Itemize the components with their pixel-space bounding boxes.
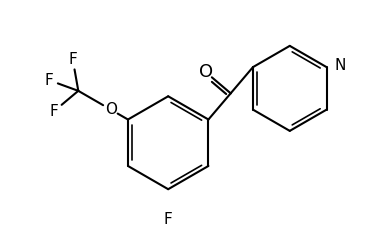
Text: F: F (68, 52, 77, 67)
Text: O: O (199, 63, 213, 81)
Text: O: O (105, 102, 117, 117)
Text: N: N (335, 58, 346, 73)
Text: F: F (44, 73, 53, 87)
Text: F: F (164, 212, 173, 227)
Text: F: F (50, 104, 59, 119)
